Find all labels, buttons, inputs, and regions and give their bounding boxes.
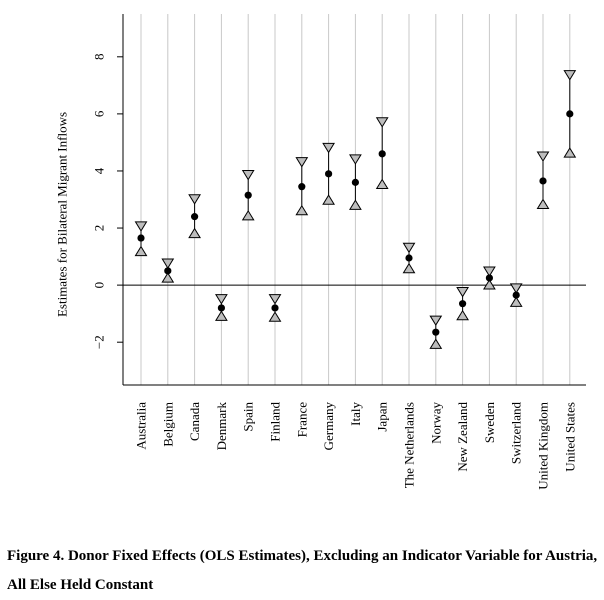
chart: −2 0 2 4 6 8 Australia Belgium Canada Denmark Spa… [55, 14, 586, 490]
lower-bound-marker [188, 227, 201, 239]
x-tick-label: Norway [428, 402, 443, 444]
lower-bound-marker [349, 199, 362, 210]
y-axis-ticks: −2 0 2 4 6 8 [92, 54, 123, 349]
lower-bound-marker [536, 198, 550, 209]
lower-bound-marker [402, 262, 416, 274]
figure-caption: Figure 4. Donor Fixed Effects (OLS Estim… [7, 548, 598, 593]
lower-bound-marker [429, 338, 443, 349]
point-estimate [137, 234, 145, 242]
point-estimate [191, 213, 199, 221]
lower-bound-marker [509, 296, 523, 307]
x-tick-label: United Kingdom [536, 402, 551, 490]
x-tick-label: Japan [375, 402, 390, 432]
y-tick-label: 2 [92, 225, 107, 232]
upper-bound-marker [215, 294, 228, 305]
y-tick-label: −2 [92, 335, 107, 349]
x-tick-label: Canada [187, 402, 202, 441]
x-tick-label: Finland [268, 402, 283, 442]
upper-bound-marker [295, 157, 309, 168]
point-estimate [378, 150, 386, 158]
x-tick-label: The Netherlands [402, 402, 417, 488]
upper-bound-marker [241, 170, 255, 181]
upper-bound-marker [188, 194, 201, 205]
point-estimate [566, 110, 574, 118]
lower-bound-marker [483, 279, 496, 290]
x-tick-label: Belgium [160, 402, 175, 447]
point-estimate [217, 304, 225, 312]
y-tick-label: 6 [92, 110, 107, 117]
point-estimate [271, 304, 279, 312]
upper-bound-marker [375, 117, 389, 128]
x-axis-tick-labels: Australia Belgium Canada Denmark Spain Finlan… [134, 402, 578, 490]
upper-bound-marker [402, 242, 416, 254]
point-estimate [164, 267, 172, 275]
point-estimate [298, 183, 306, 191]
x-tick-label: Sweden [482, 402, 497, 444]
upper-bound-marker [268, 294, 282, 305]
point-estimate [485, 274, 493, 282]
point-estimate [325, 170, 333, 178]
y-axis-label: Estimates for Bilateral Migrant Inflows [55, 112, 70, 317]
point-estimate [405, 254, 413, 262]
point-estimate [351, 178, 359, 186]
point-estimate [539, 177, 547, 185]
upper-bound-marker [429, 315, 443, 327]
upper-bound-marker [563, 70, 577, 81]
y-tick-label: 4 [92, 167, 107, 174]
upper-bound-marker [134, 221, 148, 232]
lower-bound-marker [161, 272, 175, 283]
lower-bound-marker [295, 204, 309, 216]
x-tick-label: Australia [134, 402, 149, 450]
upper-bound-marker [536, 151, 550, 162]
lower-bound-marker [215, 310, 228, 321]
x-tick-label: Spain [241, 402, 256, 432]
point-estimate [512, 291, 520, 299]
x-tick-label: France [294, 402, 309, 438]
x-tick-label: Germany [321, 402, 336, 451]
lower-bound-marker [241, 209, 255, 221]
grid-lines [140, 14, 571, 385]
upper-bound-marker [509, 283, 523, 294]
x-tick-label: New Zealand [455, 402, 470, 472]
lower-bound-marker [375, 178, 389, 190]
y-tick-label: 8 [92, 54, 107, 61]
lower-bound-marker [563, 147, 577, 158]
lower-bound-marker [456, 309, 469, 321]
data-marks [134, 70, 577, 349]
x-tick-label: United States [562, 402, 577, 472]
upper-bound-marker [349, 154, 362, 165]
y-tick-label: 0 [92, 282, 107, 289]
lower-bound-marker [322, 194, 335, 205]
upper-bound-marker [483, 266, 496, 277]
point-estimate [432, 328, 440, 336]
point-estimate [244, 191, 252, 199]
point-estimate [459, 300, 467, 308]
upper-bound-marker [322, 142, 335, 154]
upper-bound-marker [161, 258, 175, 269]
lower-bound-marker [134, 245, 148, 257]
lower-bound-marker [268, 311, 282, 322]
x-tick-label: Italy [348, 402, 363, 426]
x-tick-label: Switzerland [509, 402, 524, 465]
upper-bound-marker [456, 287, 469, 298]
x-tick-label: Denmark [214, 402, 229, 451]
